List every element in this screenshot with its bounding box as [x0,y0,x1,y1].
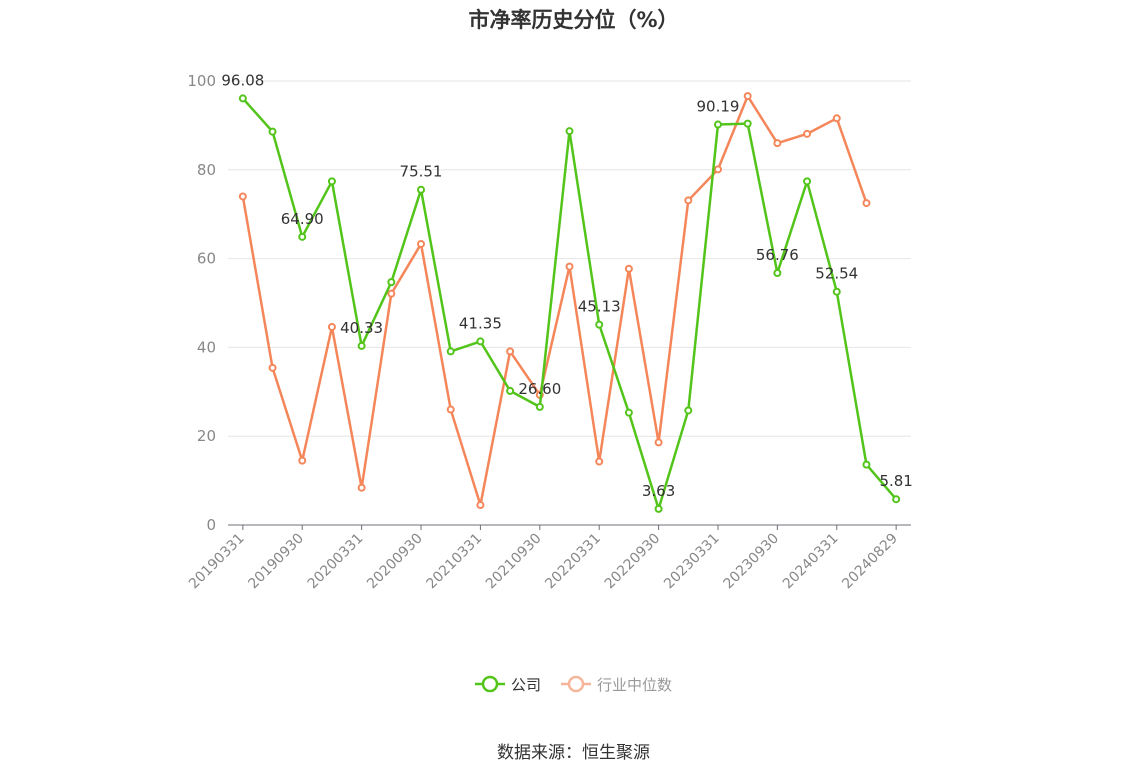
x-tick-label: 20240331 [780,531,842,593]
data-point [595,457,604,466]
legend-line-marker-icon [561,675,591,693]
data-point [624,264,633,273]
legend-label-company: 公司 [510,675,541,694]
data-point [892,495,901,504]
legend-line-marker-icon [474,675,505,693]
data-point [417,239,426,248]
data-point [446,347,455,356]
data-point [357,483,366,492]
data-point [862,460,871,469]
data-point [387,289,396,298]
data-point [654,438,663,447]
y-tick-label: 60 [197,250,216,268]
x-tick-label: 20230930 [720,531,782,593]
data-point [713,120,722,129]
data-label: 90.19 [697,98,740,116]
data-label: 64.90 [281,210,324,228]
data-label: 52.54 [815,265,858,283]
data-point [773,139,782,148]
data-label: 26.60 [518,380,561,398]
x-tick-label: 20190331 [186,531,248,593]
data-point [832,287,841,296]
y-tick-label: 80 [197,161,216,179]
data-point [268,127,277,136]
data-point [327,177,336,186]
data-point [417,185,426,194]
x-tick-label: 20210331 [424,531,486,593]
data-label: 41.35 [459,314,502,332]
series-line [241,94,868,507]
data-point [357,341,366,350]
x-tick-label: 20230331 [661,531,723,593]
data-label: 45.13 [578,298,621,316]
data-point [832,114,841,123]
y-tick-label: 40 [197,338,216,356]
x-tick-label: 20200930 [364,531,426,593]
data-source: 数据来源：恒生聚源 [497,743,650,763]
data-point [713,165,722,174]
legend-item-industry-median[interactable]: 行业中位数 [561,672,672,696]
data-label: 56.76 [756,246,799,264]
data-point [773,268,782,277]
x-tick-label: 20190930 [245,531,307,593]
data-label: 75.51 [400,163,443,181]
data-point [654,504,663,513]
data-point [506,386,515,395]
data-point [862,199,871,208]
data-point [476,337,485,346]
data-point [298,232,307,241]
x-tick-label: 20200331 [305,531,367,593]
legend-item-company[interactable]: 公司 [474,672,541,696]
data-point [327,322,336,331]
data-point [743,92,752,101]
x-tick-label: 20220331 [542,531,604,593]
data-point [565,262,574,271]
data-point [238,94,247,103]
data-point [624,408,633,417]
data-point [238,192,247,201]
data-label: 96.08 [221,71,264,89]
data-label: 3.63 [642,482,675,500]
data-point [803,129,812,138]
data-point [565,127,574,136]
data-label: 5.81 [879,472,912,490]
x-tick-label: 20240829 [839,531,901,593]
x-tick-label: 20220930 [602,531,664,593]
data-point [535,402,544,411]
data-point [298,456,307,465]
series-line [241,97,898,511]
data-point [684,196,693,205]
data-point [506,347,515,356]
data-point [476,501,485,510]
legend: 公司 行业中位数 [0,672,1147,696]
legend-label-industry-median: 行业中位数 [597,675,673,694]
y-tick-label: 20 [197,427,216,445]
x-tick-label: 20210930 [483,531,545,593]
y-tick-label: 100 [187,72,216,90]
y-tick-label: 0 [206,516,216,534]
data-point [684,406,693,415]
data-point [446,405,455,414]
data-point [595,320,604,329]
data-point [387,278,396,287]
data-label: 40.33 [340,319,383,337]
data-point [743,119,752,128]
chart-title: 市净率历史分位（%） [468,8,679,32]
data-point [803,177,812,186]
data-point [268,363,277,372]
